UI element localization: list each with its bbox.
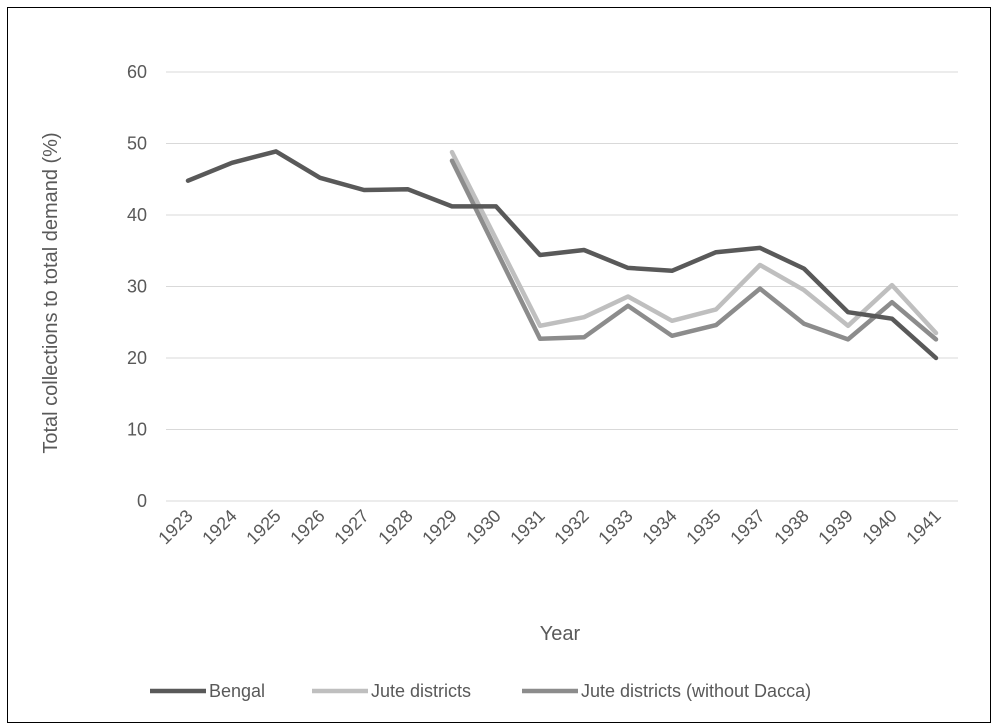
legend-item: Jute districts (without Dacca): [522, 681, 811, 701]
x-axis-title: Year: [540, 623, 581, 645]
y-tick-label: 50: [127, 134, 147, 154]
x-tick-label: 1939: [814, 506, 856, 548]
legend-label: Bengal: [209, 681, 265, 701]
legend-item: Bengal: [150, 681, 265, 701]
y-axis-title: Total collections to total demand (%): [40, 132, 62, 453]
x-tick-label: 1923: [154, 506, 196, 548]
x-tick-label: 1924: [198, 506, 240, 548]
y-tick-label: 40: [127, 205, 147, 225]
series-line: [185, 149, 939, 361]
x-tick-label: 1931: [506, 506, 548, 548]
series-lines: [185, 149, 939, 361]
legend-label: Jute districts: [371, 681, 471, 701]
x-tick-label: 1928: [374, 506, 416, 548]
y-tick-label: 20: [127, 348, 147, 368]
chart-frame: [7, 7, 991, 723]
y-tick-label: 10: [127, 420, 147, 440]
x-tick-label: 1932: [550, 506, 592, 548]
legend-label: Jute districts (without Dacca): [581, 681, 811, 701]
x-tick-label: 1930: [462, 506, 504, 548]
y-tick-label: 60: [127, 62, 147, 82]
x-tick-label: 1934: [638, 506, 680, 548]
x-tick-label: 1933: [594, 506, 636, 548]
x-tick-label: 1927: [330, 506, 372, 548]
x-tick-label: 1938: [770, 506, 812, 548]
y-axis-ticks: 0 10 20 30 40 50 60: [127, 62, 147, 511]
x-tick-label: 1926: [286, 506, 328, 548]
gridlines: [166, 71, 958, 502]
x-tick-label: 1929: [418, 506, 460, 548]
y-tick-label: 0: [137, 491, 147, 511]
y-tick-label: 30: [127, 277, 147, 297]
x-tick-label: 1941: [902, 506, 944, 548]
legend: Bengal Jute districts Jute districts (with…: [150, 681, 811, 701]
x-tick-label: 1935: [682, 506, 724, 548]
x-tick-label: 1925: [242, 506, 284, 548]
x-tick-label: 1940: [858, 506, 900, 548]
x-tick-label: 1937: [726, 506, 768, 548]
x-axis-ticks: 1923 1924 1925 1926 1927 1928 1929 1930 1931 1932…: [154, 506, 944, 548]
series-jute-districts-without-dacca: [449, 158, 939, 342]
series-bengal: [185, 149, 939, 361]
legend-item: Jute districts: [312, 681, 471, 701]
